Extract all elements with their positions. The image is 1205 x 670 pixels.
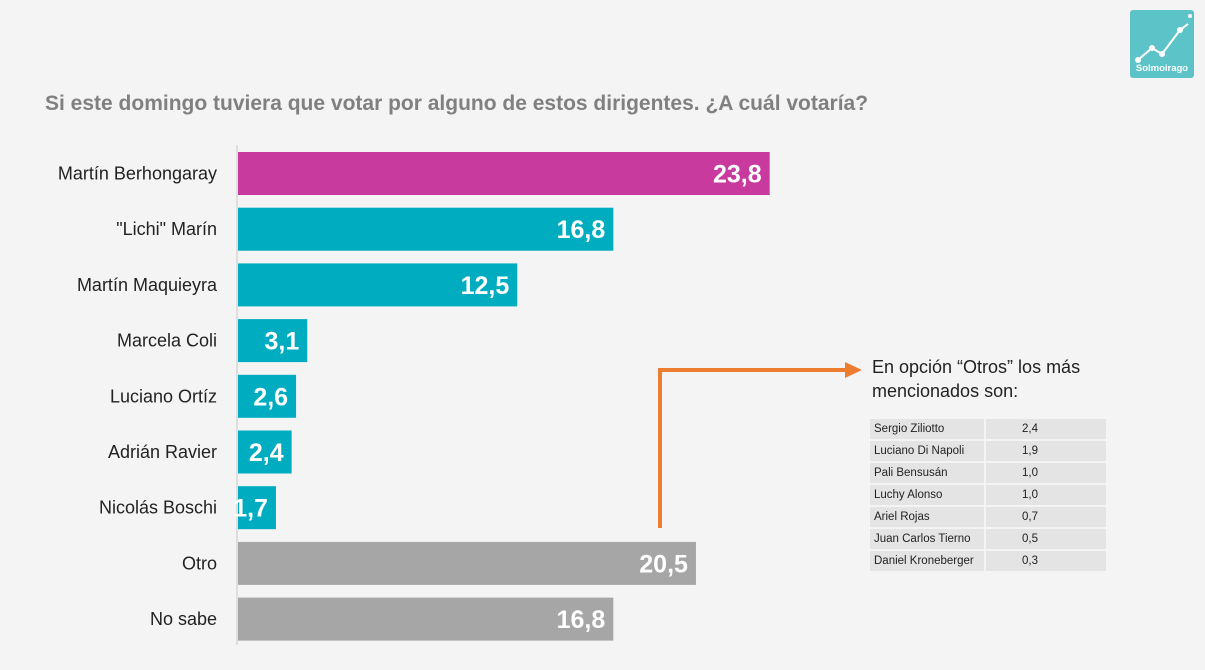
table-row: Daniel Kroneberger 0,3: [870, 551, 1106, 571]
data-label: 2,4: [249, 439, 284, 467]
category-label: Martín Berhongaray: [58, 164, 217, 184]
bar: [238, 374, 297, 418]
table-row: Luchy Alonso 1,0: [870, 485, 1106, 505]
data-label: 2,6: [253, 383, 288, 411]
table-row: Juan Carlos Tierno 0,5: [870, 529, 1106, 549]
logo-text: Solmoirago: [1135, 63, 1189, 74]
category-label: Otro: [182, 553, 217, 573]
data-label: 1,7: [233, 495, 268, 523]
arrow-head-icon: [845, 362, 862, 378]
data-label: 12,5: [461, 272, 510, 300]
others-value: 1,0: [986, 463, 1106, 483]
others-name: Pali Bensusán: [870, 463, 984, 483]
table-row: Ariel Rojas 0,7: [870, 507, 1106, 527]
table-row: Luciano Di Napoli 1,9: [870, 441, 1106, 461]
others-title: En opción “Otros” los más mencionados so…: [872, 357, 1081, 401]
others-name: Juan Carlos Tierno: [870, 529, 984, 549]
bar: [238, 541, 696, 585]
category-label: Luciano Ortíz: [110, 386, 217, 406]
data-label: 16,8: [557, 606, 606, 634]
others-panel: En opción “Otros” los más mencionados so…: [870, 355, 1110, 573]
category-label: Martín Maquieyra: [77, 275, 218, 295]
category-label: Adrián Ravier: [108, 442, 217, 462]
others-value: 0,7: [986, 507, 1106, 527]
category-label: No sabe: [150, 609, 217, 629]
others-value: 0,5: [986, 529, 1106, 549]
data-label: 20,5: [639, 550, 688, 578]
bar: [238, 152, 770, 195]
others-value: 1,9: [986, 441, 1106, 461]
data-label: 23,8: [713, 161, 762, 189]
others-name: Luchy Alonso: [870, 485, 984, 505]
company-logo: Solmoirago: [1130, 10, 1194, 78]
bar: [238, 263, 518, 307]
bar: [238, 597, 614, 641]
others-table: Sergio Ziliotto 2,4 Luciano Di Napoli 1,9 Pa…: [868, 417, 1108, 573]
data-label: 16,8: [557, 216, 606, 244]
data-label: 3,1: [264, 328, 299, 356]
category-label: Marcela Coli: [117, 331, 217, 351]
connector-arrow: [658, 362, 862, 528]
bar: [238, 207, 614, 251]
bar: [238, 319, 308, 363]
category-label: Nicolás Boschi: [99, 498, 217, 518]
others-name: Daniel Kroneberger: [870, 551, 984, 571]
bar: [238, 430, 292, 474]
table-row: Pali Bensusán 1,0: [870, 463, 1106, 483]
chart-title: Si este domingo tuviera que votar por al…: [45, 92, 869, 115]
others-value: 2,4: [986, 419, 1106, 439]
bar: [238, 486, 276, 530]
trend-line-icon: [1135, 14, 1192, 63]
others-name: Sergio Ziliotto: [870, 419, 984, 439]
others-value: 1,0: [986, 485, 1106, 505]
others-value: 0,3: [986, 551, 1106, 571]
category-label: "Lichi" Marín: [116, 219, 217, 239]
table-row: Sergio Ziliotto 2,4: [870, 419, 1106, 439]
others-name: Ariel Rojas: [870, 507, 984, 527]
others-name: Luciano Di Napoli: [870, 441, 984, 461]
